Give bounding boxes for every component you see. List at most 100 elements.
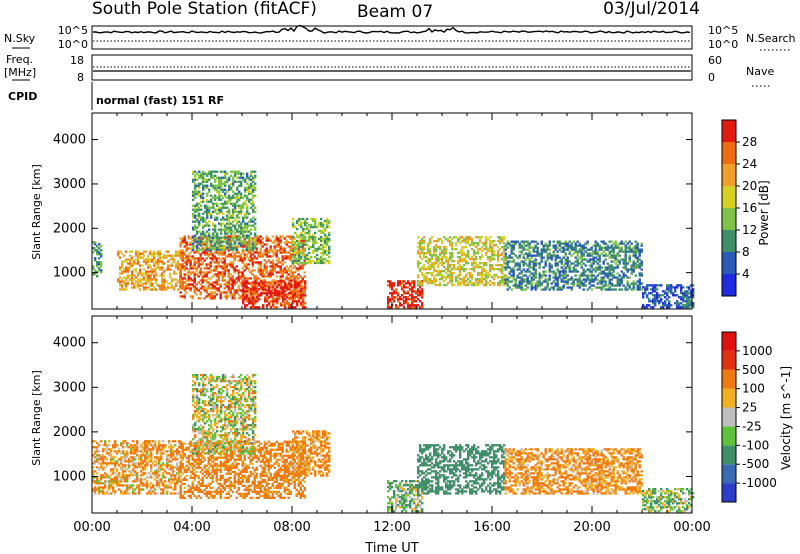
data-cell-2 (205, 253, 208, 256)
data-cell-2 (267, 255, 270, 258)
data-cell-6 (397, 280, 400, 283)
data-cell-8 (608, 278, 611, 281)
data-cell-0 (128, 470, 131, 473)
data-cell-3 (206, 222, 209, 225)
data-cell-2 (185, 245, 188, 248)
data-cell-0 (118, 448, 121, 451)
data-cell-7 (477, 282, 480, 285)
data-cell-1 (137, 280, 140, 283)
data-cell-8 (612, 270, 615, 273)
data-cell-3 (246, 234, 249, 237)
data-cell-2 (229, 261, 232, 264)
data-cell-7 (483, 278, 486, 281)
data-cell-0 (138, 492, 141, 495)
data-cell-3 (206, 216, 209, 219)
data-cell-2 (205, 273, 208, 276)
data-cell-8 (536, 254, 539, 257)
data-cell-0 (126, 468, 129, 471)
data-cell-1 (161, 286, 164, 289)
data-cell-4 (294, 288, 297, 291)
data-cell-2 (243, 277, 246, 280)
data-cell-0 (120, 442, 123, 445)
data-cell-0 (142, 442, 145, 445)
data-cell-8 (596, 282, 599, 285)
data-cell-0 (94, 259, 97, 262)
data-cell-2 (189, 283, 192, 286)
data-cell-6 (387, 302, 390, 305)
data-cell-7 (495, 264, 498, 267)
data-cell-8 (526, 252, 529, 255)
data-cell-1 (177, 266, 180, 269)
data-cell-0 (140, 444, 143, 447)
data-cell-2 (179, 285, 182, 288)
data-cell-8 (546, 258, 549, 261)
data-cell-8 (576, 260, 579, 263)
data-cell-7 (479, 236, 482, 239)
data-cell-3 (240, 176, 243, 179)
data-cell-0 (126, 454, 129, 457)
data-cell-2 (247, 269, 250, 272)
data-cell-9 (686, 292, 689, 295)
data-cell-8 (538, 284, 541, 287)
data-cell-2 (255, 277, 258, 280)
data-cell-1 (135, 258, 138, 261)
data-cell-9 (678, 284, 681, 287)
data-cell-2 (215, 275, 218, 278)
data-cell-1 (173, 286, 176, 289)
data-cell-7 (473, 244, 476, 247)
data-cell-8 (598, 246, 601, 249)
data-cell-8 (602, 262, 605, 265)
data-cell-3 (234, 226, 237, 229)
data-cell-8 (616, 284, 619, 287)
data-cell-2 (281, 249, 284, 252)
data-cell-0 (104, 440, 107, 443)
data-cell-7 (491, 268, 494, 271)
data-cell-7 (503, 282, 506, 285)
data-cell-3 (248, 220, 251, 223)
data-cell-8 (526, 280, 529, 283)
data-cell-0 (96, 245, 99, 248)
data-cell-6 (419, 290, 422, 293)
data-cell-1 (149, 276, 152, 279)
data-cell-3 (194, 240, 197, 243)
station-title: South Pole Station (fitACF) (92, 0, 317, 19)
data-cell-7 (433, 266, 436, 269)
data-cell-2 (233, 297, 236, 300)
data-cell-2 (183, 275, 186, 278)
data-cell-3 (244, 202, 247, 205)
data-cell-4 (254, 300, 257, 303)
data-cell-6 (399, 280, 402, 283)
data-cell-3 (250, 232, 253, 235)
data-cell-6 (403, 290, 406, 293)
data-cell-3 (198, 192, 201, 195)
data-cell-2 (205, 263, 208, 266)
data-cell-2 (255, 275, 258, 278)
data-cell-0 (106, 490, 109, 493)
data-cell-2 (261, 269, 264, 272)
data-cell-1 (137, 258, 140, 261)
data-cell-8 (548, 274, 551, 277)
data-cell-8 (556, 280, 559, 283)
data-cell-3 (192, 212, 195, 215)
data-cell-9 (676, 306, 679, 309)
data-cell-8 (580, 252, 583, 255)
data-cell-8 (584, 264, 587, 267)
data-cell-7 (463, 282, 466, 285)
data-cell-7 (485, 240, 488, 243)
data-cell-4 (290, 286, 293, 289)
data-cell-0 (118, 476, 121, 479)
data-cell-2 (301, 239, 304, 242)
data-cell-8 (544, 278, 547, 281)
data-cell-8 (552, 244, 555, 247)
data-cell-7 (439, 278, 442, 281)
data-cell-3 (194, 190, 197, 193)
data-cell-7 (461, 252, 464, 255)
data-cell-3 (246, 172, 249, 175)
data-cell-8 (614, 284, 617, 287)
data-cell-0 (94, 440, 97, 443)
data-cell-8 (614, 242, 617, 245)
data-cell-5 (324, 261, 327, 265)
data-cell-3 (218, 228, 221, 231)
data-cell-3 (224, 188, 227, 191)
data-cell-8 (634, 240, 637, 243)
